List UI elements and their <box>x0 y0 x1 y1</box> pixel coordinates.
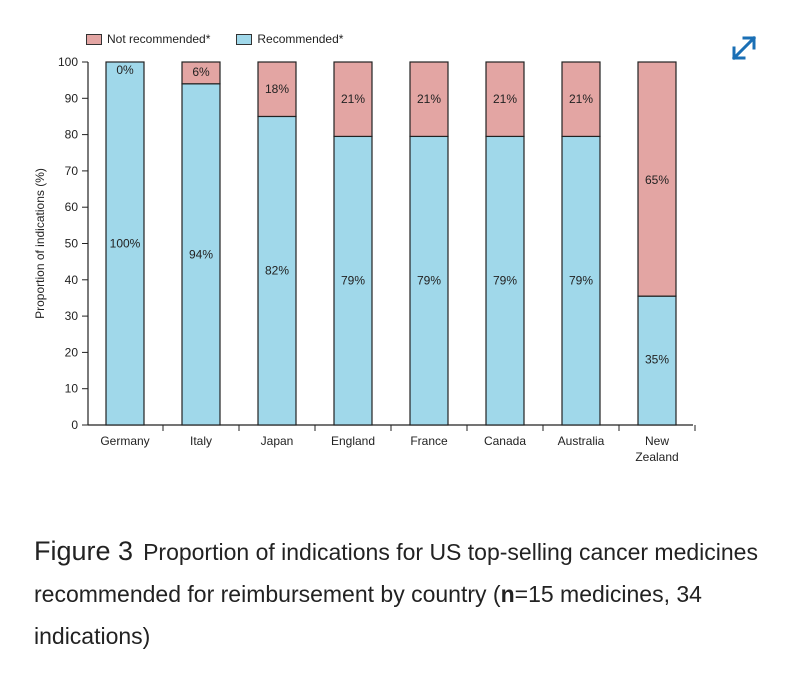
y-axis-label: Proportion of indications (%) <box>33 168 47 319</box>
x-tick-label: England <box>331 434 375 448</box>
y-tick-label: 50 <box>65 237 79 251</box>
figure-caption: Figure 3 Proportion of indications for US… <box>34 530 774 657</box>
bar-recommended <box>485 135 525 426</box>
x-tick-label: Canada <box>484 434 526 448</box>
data-label-not-recommended: 21% <box>341 92 365 106</box>
x-tick-label: Australia <box>558 434 605 448</box>
legend-item-recommended: Recommended* <box>236 32 343 46</box>
legend: Not recommended* Recommended* <box>86 32 369 46</box>
legend-item-not-recommended: Not recommended* <box>86 32 210 46</box>
y-tick-label: 70 <box>65 164 79 178</box>
bar-not-recommended <box>637 61 677 297</box>
bar-recommended <box>409 135 449 426</box>
x-tick-label: France <box>410 434 448 448</box>
data-label-recommended: 79% <box>493 274 517 288</box>
bar-not-recommended <box>561 61 601 138</box>
expand-icon[interactable] <box>726 30 762 66</box>
x-tick-label: Italy <box>190 434 212 448</box>
bar-not-recommended <box>333 61 373 138</box>
y-tick-label: 80 <box>65 128 79 142</box>
data-label-not-recommended: 21% <box>417 92 441 106</box>
data-label-not-recommended: 0% <box>116 63 134 77</box>
y-tick-label: 60 <box>65 200 79 214</box>
bar-not-recommended <box>181 61 221 85</box>
data-label-not-recommended: 65% <box>645 173 669 187</box>
data-label-recommended: 79% <box>341 274 365 288</box>
stacked-bar-chart: 0 10 20 30 40 50 60 70 80 90 100 Proportion of indi… <box>33 55 696 464</box>
bar-recommended <box>257 115 297 426</box>
legend-label-not-recommended: Not recommended* <box>107 32 211 46</box>
y-tick-label: 20 <box>65 345 79 359</box>
bar-not-recommended <box>485 61 525 138</box>
x-tick-label: New <box>645 434 669 448</box>
caption-n: n <box>500 581 515 607</box>
y-tick-label: 100 <box>58 55 78 69</box>
bar-recommended <box>181 83 221 426</box>
data-label-recommended: 35% <box>645 353 669 367</box>
legend-label-recommended: Recommended* <box>257 32 344 46</box>
y-tick-label: 90 <box>65 91 79 105</box>
x-tick-label: Zealand <box>635 450 678 464</box>
bar-not-recommended <box>257 61 297 118</box>
data-label-not-recommended: 18% <box>265 82 289 96</box>
data-label-recommended: 79% <box>417 274 441 288</box>
figure-label: Figure 3 <box>34 536 134 566</box>
caption-text: Proportion of indications for US top-sel… <box>34 539 758 607</box>
legend-swatch-not-recommended <box>86 33 102 45</box>
bar-recommended <box>333 135 373 426</box>
data-label-not-recommended: 6% <box>192 65 210 79</box>
legend-swatch-recommended <box>236 33 253 45</box>
x-tick-label: Germany <box>100 434 149 448</box>
data-label-recommended: 79% <box>569 274 593 288</box>
y-tick-label: 10 <box>65 382 79 396</box>
caption-text-end: =15 medicines, 34 indications) <box>34 581 702 649</box>
data-label-not-recommended: 21% <box>493 92 517 106</box>
y-tick-label: 40 <box>65 273 79 287</box>
x-tick-label: Japan <box>261 434 294 448</box>
data-label-recommended: 100% <box>110 237 141 251</box>
data-label-recommended: 94% <box>189 247 213 261</box>
data-label-not-recommended: 21% <box>569 92 593 106</box>
bar-recommended <box>561 135 601 426</box>
data-label-recommended: 82% <box>265 264 289 278</box>
bar-recommended <box>637 295 677 426</box>
y-tick-label: 0 <box>71 418 78 432</box>
bar-recommended <box>105 61 145 426</box>
bar-not-recommended <box>409 61 449 138</box>
y-tick-label: 30 <box>65 309 79 323</box>
